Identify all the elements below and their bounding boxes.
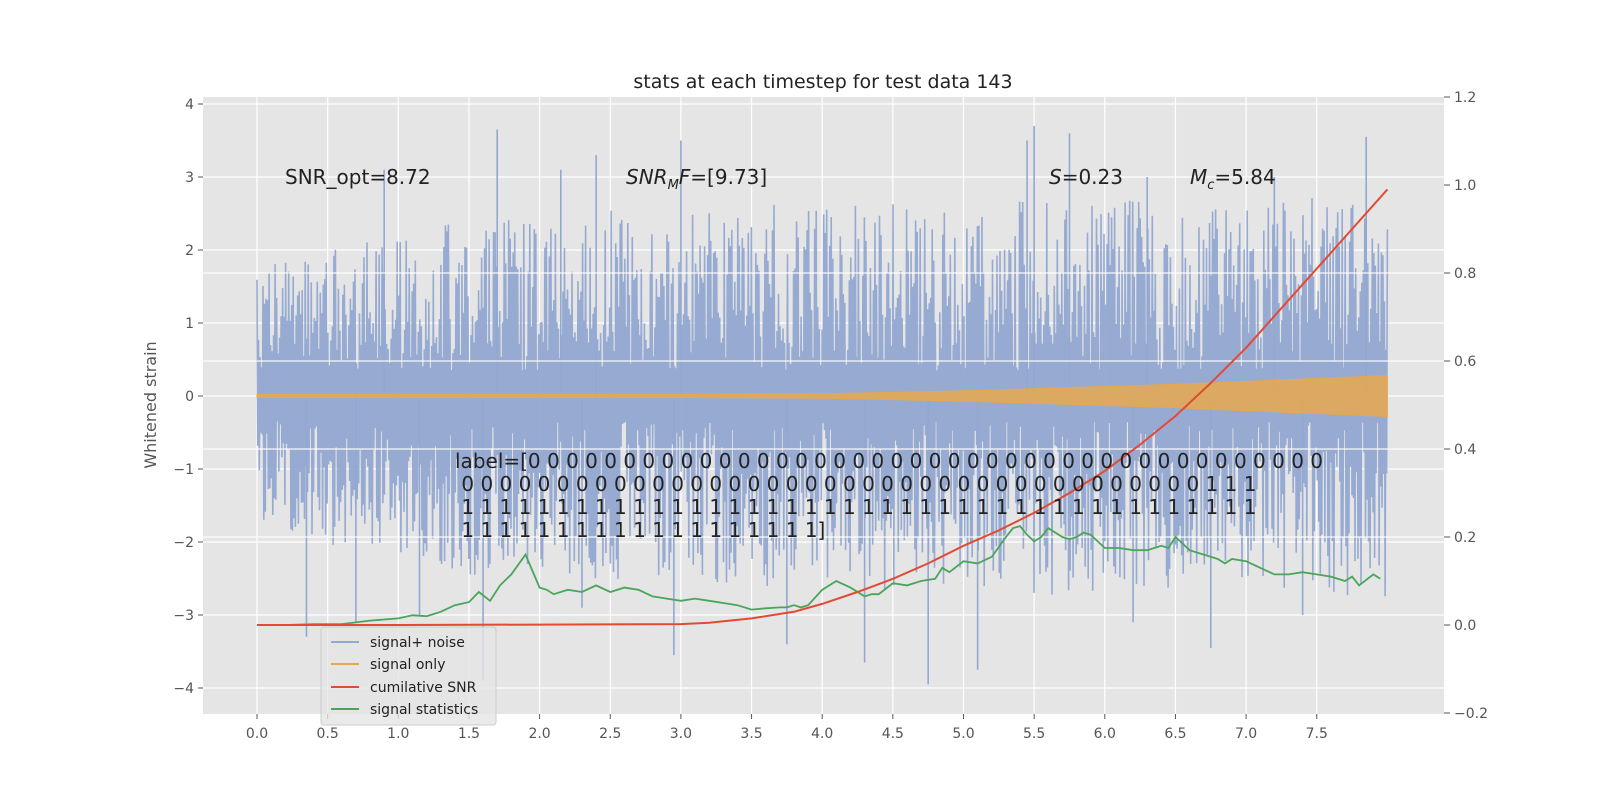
- label-line-3: 1 1 1 1 1 1 1 1 1 1 1 1 1 1 1 1 1 1 1 1 …: [455, 495, 1256, 519]
- y2-tick-label: 0.2: [1454, 530, 1476, 546]
- signal-noise-series: [256, 125, 1389, 685]
- axis-ticks: 0.0 0.5 1.0 1.5 2.0 2.5 3.0 3.5 4.0 4.5 5.0 5.5 6.0 6…: [173, 90, 1488, 742]
- label-line-2: 0 0 0 0 0 0 0 0 0 0 0 0 0 0 0 0 0 0 0 0 …: [455, 472, 1256, 496]
- mc-value: =5.84: [1214, 165, 1275, 189]
- signal-only-band: [256, 375, 1388, 417]
- legend-box: [320, 626, 497, 726]
- x-tick-label: 4.0: [811, 726, 833, 742]
- x-tick-label: 2.0: [528, 726, 550, 742]
- mc-annotation: Mc=5.84: [1190, 165, 1276, 193]
- legend: signal+ noise signal only cumilative SNR…: [320, 626, 497, 726]
- x-tick-label: 4.5: [882, 726, 904, 742]
- y-tick-label: −1: [173, 462, 194, 478]
- y-tick-label: 0: [185, 389, 194, 405]
- legend-label-signal-noise: signal+ noise: [370, 635, 465, 651]
- y2-tick-label: 1.2: [1454, 90, 1476, 106]
- x-tick-label: 0.0: [246, 726, 268, 742]
- x-tick-label: 2.5: [599, 726, 621, 742]
- y-tick-label: 2: [185, 243, 194, 259]
- signal-statistics-line: [257, 524, 1381, 626]
- y2-tick-label: 0.8: [1454, 266, 1476, 282]
- y2-tick-label: 1.0: [1454, 178, 1476, 194]
- y2-tick-label: 0.0: [1454, 618, 1476, 634]
- y-tick-label: −3: [173, 608, 194, 624]
- legend-label-signal-only: signal only: [370, 657, 445, 673]
- s-annotation: S=0.23: [1049, 165, 1123, 189]
- signal-statistics-series: [257, 524, 1381, 626]
- x-tick-label: 7.0: [1235, 726, 1257, 742]
- legend-label-signal-statistics: signal statistics: [370, 702, 478, 718]
- chart-title: stats at each timestep for test data 143: [633, 71, 1012, 93]
- snr-mf-value: =[9.73]: [690, 165, 767, 189]
- y-tick-label: −4: [173, 681, 194, 697]
- x-tick-label: 0.5: [317, 726, 339, 742]
- x-tick-label: 5.5: [1023, 726, 1045, 742]
- y-tick-label: 1: [185, 316, 194, 332]
- label-line-4: 1 1 1 1 1 1 1 1 1 1 1 1 1 1 1 1 1 1 1]: [455, 518, 825, 542]
- label-line-1: label=[0 0 0 0 0 0 0 0 0 0 0 0 0 0 0 0 0…: [455, 449, 1323, 473]
- y-tick-label: 3: [185, 170, 194, 186]
- y2-tick-label: 0.4: [1454, 442, 1476, 458]
- x-tick-label: 7.5: [1306, 726, 1328, 742]
- cumulative-snr-series: [257, 188, 1389, 626]
- label-annotation: label=[0 0 0 0 0 0 0 0 0 0 0 0 0 0 0 0 0…: [455, 449, 1355, 542]
- signal-only-series: [256, 375, 1388, 417]
- y2-tick-label: −0.2: [1454, 706, 1488, 722]
- right-axis-grid: [203, 272, 1444, 538]
- x-tick-label: 1.0: [387, 726, 409, 742]
- signal-noise-line: [256, 198, 1389, 597]
- legend-label-cumulative-snr: cumilative SNR: [370, 680, 477, 696]
- x-tick-label: 5.0: [952, 726, 974, 742]
- snr-opt-annotation: SNR_opt=8.72: [285, 165, 431, 189]
- x-tick-label: 6.0: [1094, 726, 1116, 742]
- x-tick-label: 3.0: [670, 726, 692, 742]
- x-tick-label: 6.5: [1164, 726, 1186, 742]
- x-tick-label: 1.5: [458, 726, 480, 742]
- s-value: =0.23: [1062, 165, 1123, 189]
- snr-mf-annotation: SNRMF=[9.73]: [626, 165, 767, 193]
- y-tick-label: 4: [185, 97, 194, 113]
- y-axis-label: Whitened strain: [141, 341, 160, 468]
- x-tick-label: 3.5: [740, 726, 762, 742]
- y2-tick-label: 0.6: [1454, 354, 1476, 370]
- cumulative-snr-line: [257, 188, 1389, 626]
- y-tick-label: −2: [173, 535, 194, 551]
